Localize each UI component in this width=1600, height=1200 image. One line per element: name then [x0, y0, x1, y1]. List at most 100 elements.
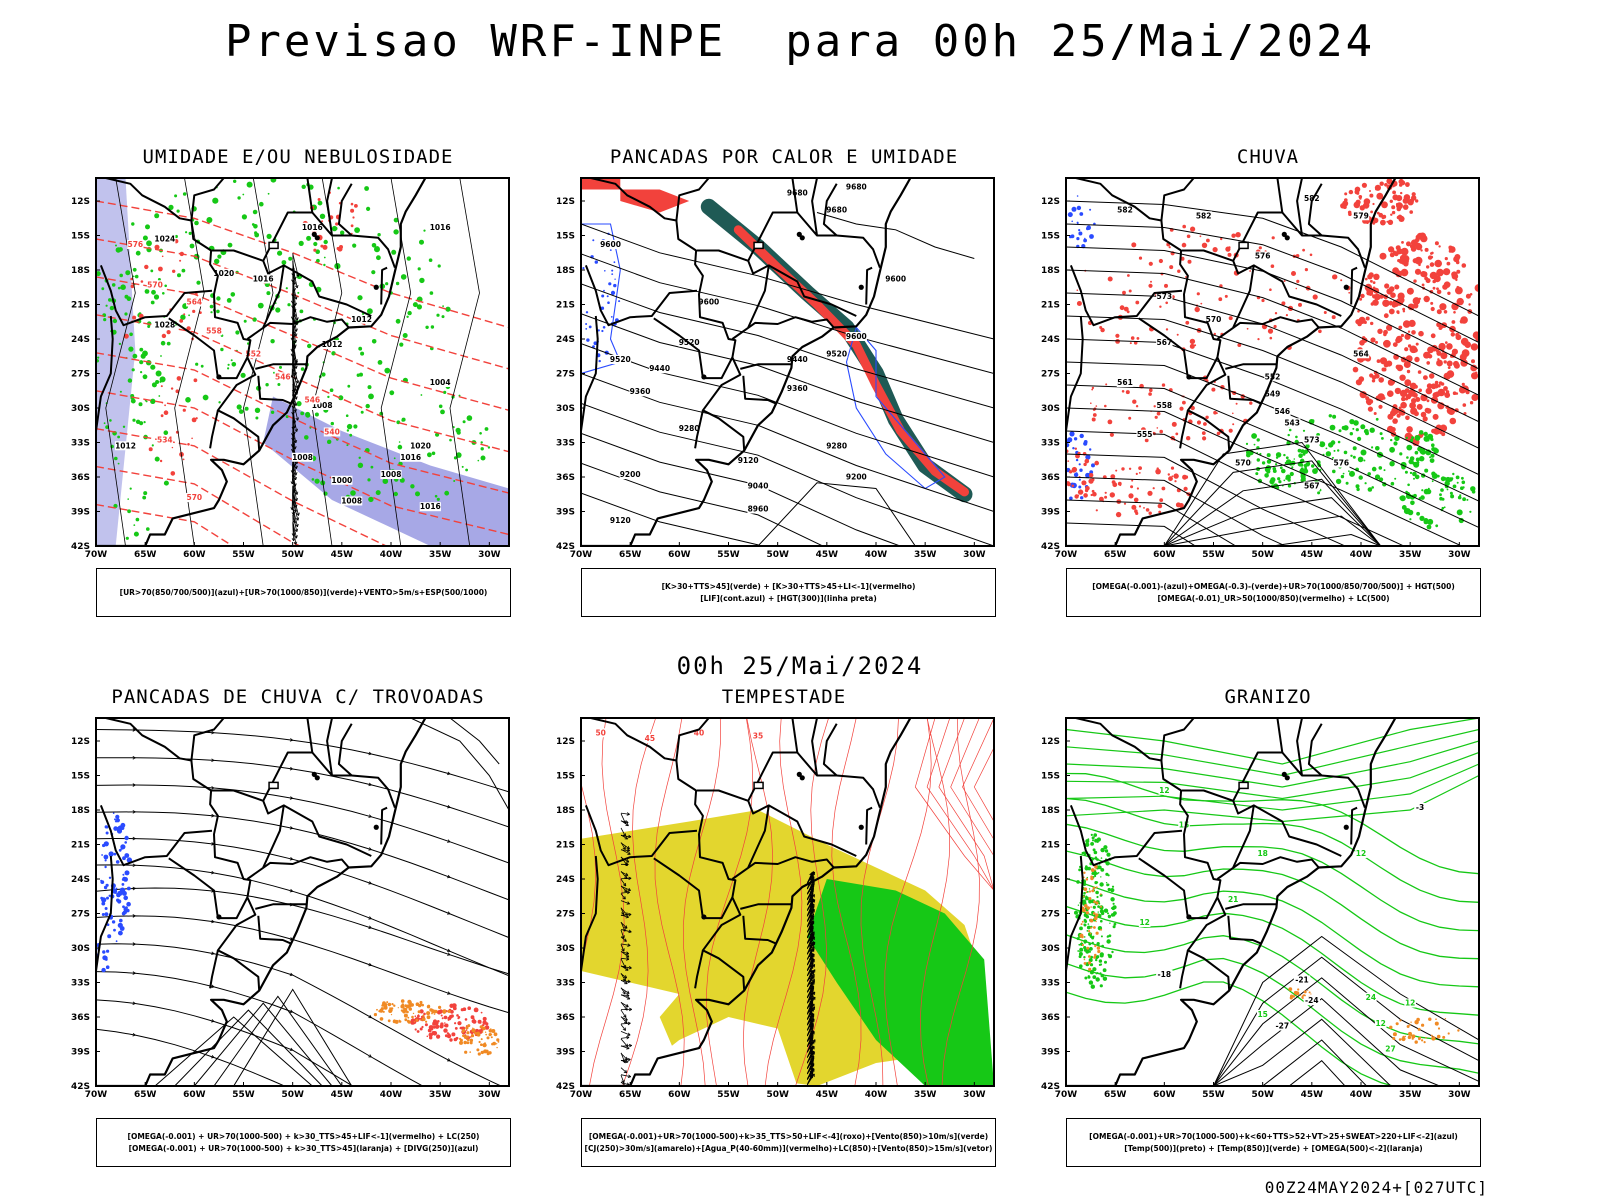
label-bg: [1303, 435, 1321, 445]
rain-area: [1398, 178, 1404, 185]
rain-area: [1216, 431, 1221, 436]
label-bg: [252, 274, 274, 284]
humidity-low-cell: [323, 239, 328, 245]
omega-500-area: [1086, 906, 1090, 910]
rain-area: [1134, 509, 1138, 513]
rain-area: [1138, 472, 1141, 474]
humidity-low-cell: [305, 412, 311, 418]
humidity-low-cell: [210, 311, 213, 314]
temp-850-contour-dense: [1109, 922, 1111, 924]
rain-area: [1402, 204, 1409, 210]
omega-500-area: [1086, 946, 1090, 950]
rain-area: [1123, 502, 1127, 505]
lake-marker: [701, 374, 707, 380]
rain-area: [1352, 366, 1359, 373]
omega-500-area: [1085, 911, 1089, 915]
panel-title-tempestade: TEMPESTADE: [721, 686, 847, 708]
omega-strong-area: [1275, 452, 1282, 458]
rain-area: [1400, 247, 1409, 256]
omega-strong-area: [1311, 419, 1315, 423]
humidity-low-cell: [266, 291, 271, 296]
shower-area: [484, 1031, 487, 1033]
thunderstorm-area: [424, 1023, 428, 1027]
precipitable-water-contour: [831, 718, 862, 1086]
wind-vector: [620, 907, 628, 916]
contour-label: 12: [1159, 786, 1169, 795]
omega-strong-area: [1450, 494, 1455, 499]
humidity-red-cell: [350, 224, 354, 228]
rain-area: [1451, 271, 1458, 278]
streamline-arrow-head: [132, 728, 136, 732]
rain-area: [1068, 470, 1073, 474]
humidity-red-cell: [321, 220, 324, 223]
contour-label: 549: [1265, 390, 1281, 399]
omega-500-area: [1437, 1027, 1441, 1030]
humidity-low-cell: [117, 286, 121, 290]
omega-strong-area: [1302, 452, 1306, 456]
wind-vector: [620, 871, 628, 880]
rain-area: [1201, 242, 1208, 248]
omega-strong-area: [1332, 414, 1337, 419]
rain-area: [1396, 364, 1404, 372]
label-bg: [1156, 969, 1173, 979]
rain-area: [1361, 182, 1367, 188]
state-border: [1075, 718, 1231, 991]
temp-850-contour-dense: [1083, 946, 1087, 950]
rain-area: [1099, 326, 1103, 329]
thunderstorm-area: [430, 1025, 433, 1028]
rain-area: [1082, 480, 1087, 485]
legend-line: [CJ(250)>30m/s](amarelo)+[Agua_P(40-60mm…: [584, 1143, 993, 1153]
temp-850-contour-dense: [1106, 852, 1111, 857]
lat-tick-label: 12S: [71, 197, 90, 207]
streamline-arrow-head: [368, 1014, 372, 1019]
wind-vector: [292, 507, 298, 527]
omega-strong-area: [1285, 459, 1292, 465]
temp-850-contour-dense: [1079, 926, 1083, 931]
contour-label: 1008: [341, 496, 362, 505]
rain-area: [1406, 369, 1411, 374]
humidity-low-cell: [160, 340, 166, 346]
lat-tick-label: 39S: [556, 508, 575, 518]
humidity-low-cell: [132, 267, 137, 272]
label-bg: [341, 496, 363, 506]
divergence-area: [124, 853, 130, 858]
rain-area: [1415, 397, 1421, 402]
humidity-low-cell: [115, 244, 117, 247]
omega-strong-area: [1427, 433, 1434, 440]
rain-area: [1115, 339, 1120, 344]
lake-marker: [311, 231, 317, 237]
lon-tick-label: 35W: [1399, 550, 1422, 560]
state-border: [332, 774, 396, 809]
wind-vector-head: [294, 535, 298, 539]
shower-area: [404, 1004, 408, 1007]
contour-label: 15: [1179, 820, 1189, 829]
rain-area: [1095, 509, 1098, 512]
map-umidade: 1016 1016 1024 1020 1016 1012 1012 1008 1004 1020…: [71, 177, 510, 560]
panel-title-chuva: CHUVA: [1236, 146, 1300, 168]
lon-tick-label: 60W: [1153, 1090, 1176, 1100]
divergence-area: [115, 892, 117, 894]
omega-strong-area: [1371, 446, 1374, 449]
wind-vector-head: [295, 380, 300, 384]
temp-850-contour-dense: [1083, 891, 1086, 895]
humidity-low-cell: [346, 444, 349, 447]
rain-area: [1228, 428, 1233, 433]
lon-tick-label: 35W: [1399, 1090, 1422, 1100]
thickness-contour: [96, 503, 234, 546]
shower-area: [462, 1034, 465, 1037]
divergence-area: [106, 896, 109, 900]
wind-vector-head: [811, 1018, 815, 1022]
lat-tick-label: 42S: [556, 1082, 575, 1092]
humidity-low-cell: [329, 388, 334, 392]
rain-area: [1404, 379, 1412, 387]
humidity-low-cell: [410, 484, 415, 489]
omega-weak-area: [1083, 440, 1088, 444]
omega-strong-area: [1328, 414, 1332, 418]
thunderstorm-area: [467, 1006, 472, 1010]
humidity-low-cell: [466, 415, 473, 421]
omega-500-area: [1100, 893, 1102, 895]
wind-vector-head: [627, 851, 631, 855]
humidity-low-cell: [327, 439, 332, 444]
humidity-low-cell: [431, 451, 436, 456]
